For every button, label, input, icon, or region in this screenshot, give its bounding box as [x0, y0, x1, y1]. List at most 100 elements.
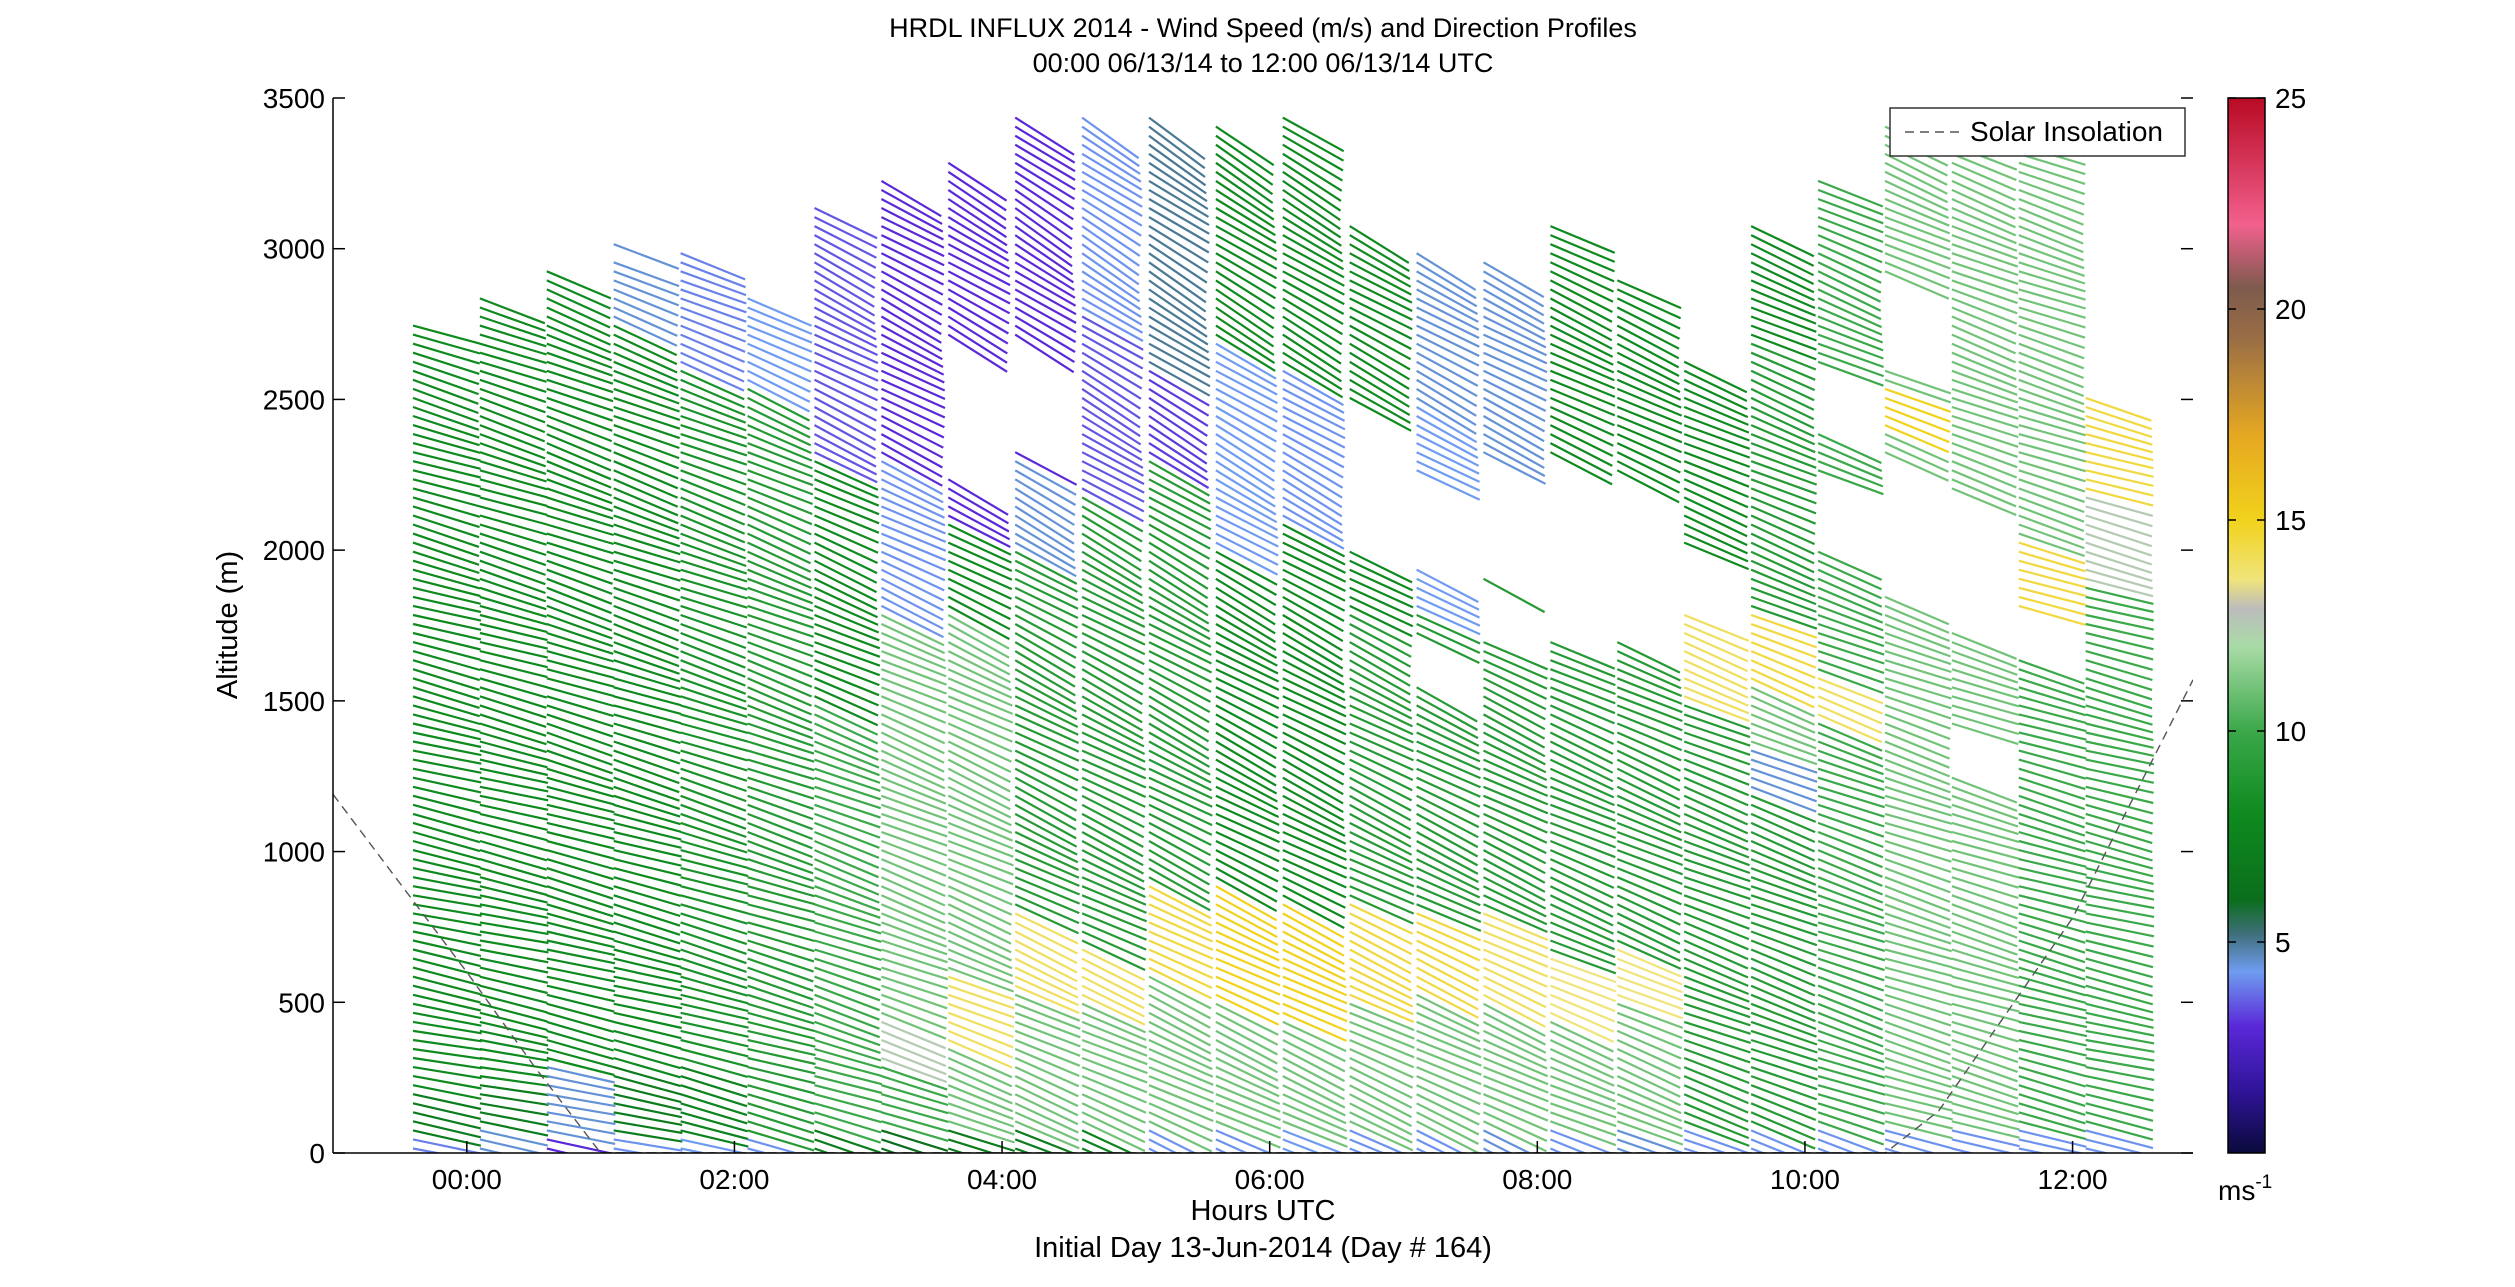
wind-barb: [613, 1111, 683, 1126]
wind-barb: [947, 803, 1013, 835]
wind-barb: [1750, 568, 1816, 598]
wind-barb: [1081, 948, 1146, 982]
wind-barb: [947, 867, 1014, 896]
wind-barb: [813, 396, 877, 432]
wind-barb: [412, 324, 481, 345]
wind-barb: [747, 659, 813, 688]
wind-barb: [1951, 179, 2016, 211]
wind-barb: [680, 1111, 748, 1133]
wind-barb: [747, 695, 813, 724]
wind-barb: [680, 487, 746, 517]
wind-barb: [1014, 188, 1074, 231]
wind-barb: [412, 1093, 482, 1111]
wind-barb: [747, 1011, 815, 1033]
wind-barb: [1014, 143, 1076, 181]
wind-barb: [1282, 297, 1344, 336]
wind-barb: [1081, 550, 1143, 589]
wind-barb: [814, 957, 882, 981]
wind-barb: [814, 1029, 881, 1054]
wind-barb: [680, 1138, 748, 1153]
wind-barb: [1750, 559, 1816, 590]
wind-barb: [1550, 1093, 1617, 1119]
wind-barb: [1215, 794, 1280, 826]
wind-barb: [1416, 613, 1481, 645]
wind-barb: [880, 351, 945, 384]
wind-barb: [1817, 903, 1885, 927]
wind-barb: [1282, 632, 1344, 670]
wind-barb: [1750, 1047, 1818, 1071]
wind-barb: [1549, 912, 1615, 943]
wind-barb: [412, 903, 482, 917]
wind-barb: [613, 577, 681, 602]
wind-barb: [1750, 288, 1817, 317]
wind-barb: [1416, 812, 1479, 849]
wind-barb: [1014, 152, 1076, 191]
wind-barb: [479, 894, 549, 912]
wind-barb: [880, 559, 945, 592]
wind-barb: [747, 758, 815, 781]
wind-barb: [1483, 1093, 1549, 1122]
wind-barb: [613, 966, 683, 984]
wind-barb: [1081, 659, 1144, 696]
wind-barb: [1148, 794, 1213, 827]
wind-barb: [1817, 650, 1885, 675]
wind-barb: [1884, 613, 1950, 643]
wind-barb: [2018, 225, 2084, 254]
wind-barb: [479, 785, 549, 802]
wind-barb: [1549, 1056, 1615, 1087]
wind-barb: [1081, 315, 1144, 351]
wind-barb: [1884, 794, 1953, 817]
wind-barb: [479, 414, 546, 443]
wind-barb: [546, 839, 615, 860]
wind-barb: [1349, 858, 1415, 888]
wind-barb: [1750, 243, 1814, 277]
wind-barb: [880, 333, 944, 368]
wind-barb: [1817, 559, 1882, 591]
wind-barb: [546, 1002, 615, 1023]
wind-barb: [412, 1138, 482, 1153]
wind-barb: [1750, 469, 1817, 495]
wind-barb: [1750, 740, 1818, 766]
wind-barb: [1750, 234, 1815, 267]
wind-barb: [546, 1102, 616, 1116]
wind-barb: [1148, 406, 1208, 447]
wind-barb: [1951, 1002, 2020, 1023]
wind-barb: [1014, 116, 1075, 156]
wind-barb: [680, 984, 749, 1005]
wind-barb: [1282, 333, 1342, 374]
wind-barb: [1549, 342, 1615, 374]
wind-barb: [881, 921, 947, 948]
wind-barb: [1014, 568, 1079, 602]
wind-barb: [613, 243, 680, 270]
wind-barb: [680, 1102, 748, 1125]
wind-barb: [1416, 433, 1480, 467]
wind-barb: [1081, 930, 1147, 961]
wind-barb: [1683, 948, 1749, 979]
wind-barb: [1951, 966, 2020, 987]
wind-barb: [1616, 921, 1681, 954]
wind-barb: [747, 704, 813, 732]
wind-barb: [1817, 1075, 1886, 1096]
wind-barb: [479, 1020, 548, 1039]
wind-barb: [1616, 659, 1682, 690]
wind-barb: [814, 604, 880, 634]
wind-barb: [1148, 930, 1214, 960]
wind-barb: [1014, 930, 1078, 965]
wind-barb: [1884, 912, 1952, 937]
wind-barb: [1750, 369, 1815, 402]
wind-barb: [546, 333, 612, 362]
wind-barb: [1349, 369, 1410, 408]
wind-barb: [814, 342, 879, 373]
wind-barb: [1215, 984, 1280, 1016]
wind-barb: [1549, 415, 1614, 447]
wind-barb: [1215, 659, 1280, 691]
wind-barb: [412, 1066, 482, 1080]
wind-barb: [880, 523, 947, 552]
wind-barb: [1549, 650, 1616, 678]
wind-barb: [1483, 351, 1548, 383]
wind-barb: [680, 894, 749, 915]
wind-barb: [2018, 387, 2085, 414]
wind-barb: [613, 586, 680, 612]
wind-barb: [747, 568, 813, 597]
wind-barb: [747, 424, 812, 455]
